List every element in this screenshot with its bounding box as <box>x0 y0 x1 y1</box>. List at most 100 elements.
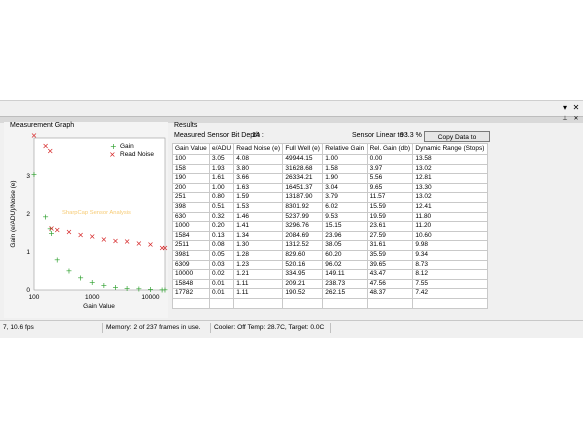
gain-point: + <box>89 278 96 287</box>
read-noise-point: × <box>47 147 54 156</box>
table-cell: 1.23 <box>233 259 284 271</box>
fps-status: 7, 10.6 fps <box>3 324 34 331</box>
table-cell: 1.34 <box>233 230 284 242</box>
table-row[interactable]: 158 1.93 3.80 31628.68 1.58 3.97 13.02 <box>172 163 488 175</box>
empty-cell <box>233 297 284 309</box>
table-cell: 1.46 <box>233 211 284 223</box>
pin-icon[interactable]: ⊥ <box>562 116 568 122</box>
table-cell: 60.20 <box>322 249 368 261</box>
measurement-graph-title: Measurement Graph <box>10 122 75 129</box>
table-cell: 1.30 <box>233 240 284 251</box>
table-cell: 31628.68 <box>282 163 324 175</box>
table-cell: 39.65 <box>366 259 414 271</box>
table-row[interactable]: 3981 0.05 1.28 829.60 60.20 35.59 9.34 <box>172 249 488 261</box>
table-cell: 3.66 <box>233 173 284 184</box>
table-row[interactable]: 100 3.05 4.08 49944.15 1.00 0.00 13.58 <box>172 154 488 165</box>
empty-cell <box>366 297 414 309</box>
read-noise-point: × <box>159 244 166 253</box>
column-header[interactable]: Rel. Gain (db) <box>366 143 414 155</box>
read-noise-point: × <box>89 232 96 241</box>
table-cell: 1.00 <box>208 182 235 194</box>
table-cell: 1312.52 <box>282 240 324 251</box>
results-table: Gain Value e/ADU Read Noise (e) Full Well (… <box>172 143 488 309</box>
table-cell: 13.58 <box>412 154 488 165</box>
gain-point: + <box>42 212 49 221</box>
legend-gain-marker: + <box>110 142 117 151</box>
table-row[interactable]: 630 0.32 1.46 5237.99 9.53 19.59 11.80 <box>172 211 488 223</box>
table-row[interactable]: 200 1.00 1.63 16451.37 3.04 9.65 13.30 <box>172 182 488 194</box>
table-cell: 262.15 <box>322 288 368 299</box>
table-cell: 23.96 <box>322 230 368 242</box>
table-cell: 1.28 <box>233 249 284 261</box>
table-row[interactable]: 251 0.80 1.59 13187.90 3.79 11.57 13.02 <box>172 192 488 203</box>
table-cell: 27.59 <box>366 230 414 242</box>
table-cell: 0.20 <box>208 221 235 232</box>
table-cell: 12.41 <box>412 201 488 213</box>
status-spacer <box>330 323 583 333</box>
table-row[interactable]: 398 0.51 1.53 8301.92 6.02 15.59 12.41 <box>172 201 488 213</box>
table-cell: 3.97 <box>366 163 414 175</box>
gain-point: + <box>162 285 168 294</box>
table-cell: 7.42 <box>412 288 488 299</box>
table-cell: 15.59 <box>366 201 414 213</box>
x-tick-label: 100 <box>29 294 40 301</box>
table-cell: 19.59 <box>366 211 414 223</box>
empty-cell <box>322 297 368 309</box>
table-cell: 3.05 <box>208 154 235 165</box>
table-cell: 1.21 <box>233 269 284 280</box>
table-row[interactable]: 6309 0.03 1.23 520.16 96.02 39.65 8.73 <box>172 259 488 271</box>
table-cell: 26334.21 <box>282 173 324 184</box>
table-cell: 520.16 <box>282 259 324 271</box>
cooler-status: Cooler: Off Temp: 28.7C, Target: 0.0C <box>210 323 324 333</box>
table-cell: 15.15 <box>322 221 368 232</box>
close-icon[interactable]: ✕ <box>572 103 580 112</box>
memory-status: Memory: 2 of 237 frames in use. <box>102 323 201 333</box>
table-cell: 0.02 <box>208 269 235 280</box>
table-cell: 47.56 <box>366 278 414 290</box>
read-noise-point: × <box>112 236 119 245</box>
column-header[interactable]: Read Noise (e) <box>233 143 284 155</box>
column-header[interactable]: Gain Value <box>172 143 210 155</box>
copy-data-button[interactable]: Copy Data to Clipboard <box>424 131 490 152</box>
gain-point: + <box>66 266 73 275</box>
x-tick-label: 1000 <box>85 294 100 301</box>
table-row[interactable]: 2511 0.08 1.30 1312.52 38.05 31.61 9.98 <box>172 240 488 251</box>
table-cell: 1.93 <box>208 163 235 175</box>
table-cell: 2511 <box>172 240 210 251</box>
table-cell: 149.11 <box>322 269 368 280</box>
table-cell: 0.03 <box>208 259 235 271</box>
read-noise-point: × <box>31 131 38 140</box>
table-row[interactable]: 190 1.61 3.66 26334.21 1.90 5.56 12.81 <box>172 173 488 184</box>
status-bar: 7, 10.6 fps Memory: 2 of 237 frames in u… <box>0 320 583 335</box>
y-tick-label: 1 <box>26 249 30 256</box>
table-cell: 9.98 <box>412 240 488 251</box>
empty-cell <box>412 297 488 309</box>
table-row[interactable]: 15848 0.01 1.11 209.21 238.73 47.56 7.55 <box>172 278 488 290</box>
dock-panel-header: ⊥ ✕ <box>0 116 583 123</box>
column-header[interactable]: e/ADU <box>208 143 235 155</box>
table-cell: 1.90 <box>322 173 368 184</box>
table-cell: 11.80 <box>412 211 488 223</box>
read-noise-point: × <box>124 237 131 246</box>
read-noise-point: × <box>54 225 61 234</box>
table-row[interactable]: 10000 0.02 1.21 334.95 149.11 43.47 8.12 <box>172 269 488 280</box>
table-cell: 96.02 <box>322 259 368 271</box>
table-row[interactable]: 1000 0.20 1.41 3296.76 15.15 23.61 11.20 <box>172 221 488 232</box>
gain-point: + <box>77 274 84 283</box>
table-cell: 9.34 <box>412 249 488 261</box>
column-header[interactable]: Relative Gain <box>322 143 368 155</box>
panel-close-icon[interactable]: ✕ <box>573 116 579 122</box>
table-row[interactable]: 1584 0.13 1.34 2084.69 23.96 27.59 10.60 <box>172 230 488 242</box>
gain-point: + <box>54 255 61 264</box>
table-row[interactable]: 17782 0.01 1.11 190.52 262.15 48.37 7.42 <box>172 288 488 299</box>
window-menu-icon[interactable]: ▾ <box>562 103 567 112</box>
empty-row <box>172 297 488 309</box>
table-cell: 0.51 <box>208 201 235 213</box>
table-cell: 238.73 <box>322 278 368 290</box>
column-header[interactable]: Dynamic Range (Stops) <box>412 143 488 155</box>
column-header[interactable]: Full Well (e) <box>282 143 324 155</box>
table-cell: 0.80 <box>208 192 235 203</box>
chart-watermark: SharpCap Sensor Analysis <box>62 210 131 216</box>
gain-point: + <box>135 285 142 294</box>
table-cell: 1.59 <box>233 192 284 203</box>
